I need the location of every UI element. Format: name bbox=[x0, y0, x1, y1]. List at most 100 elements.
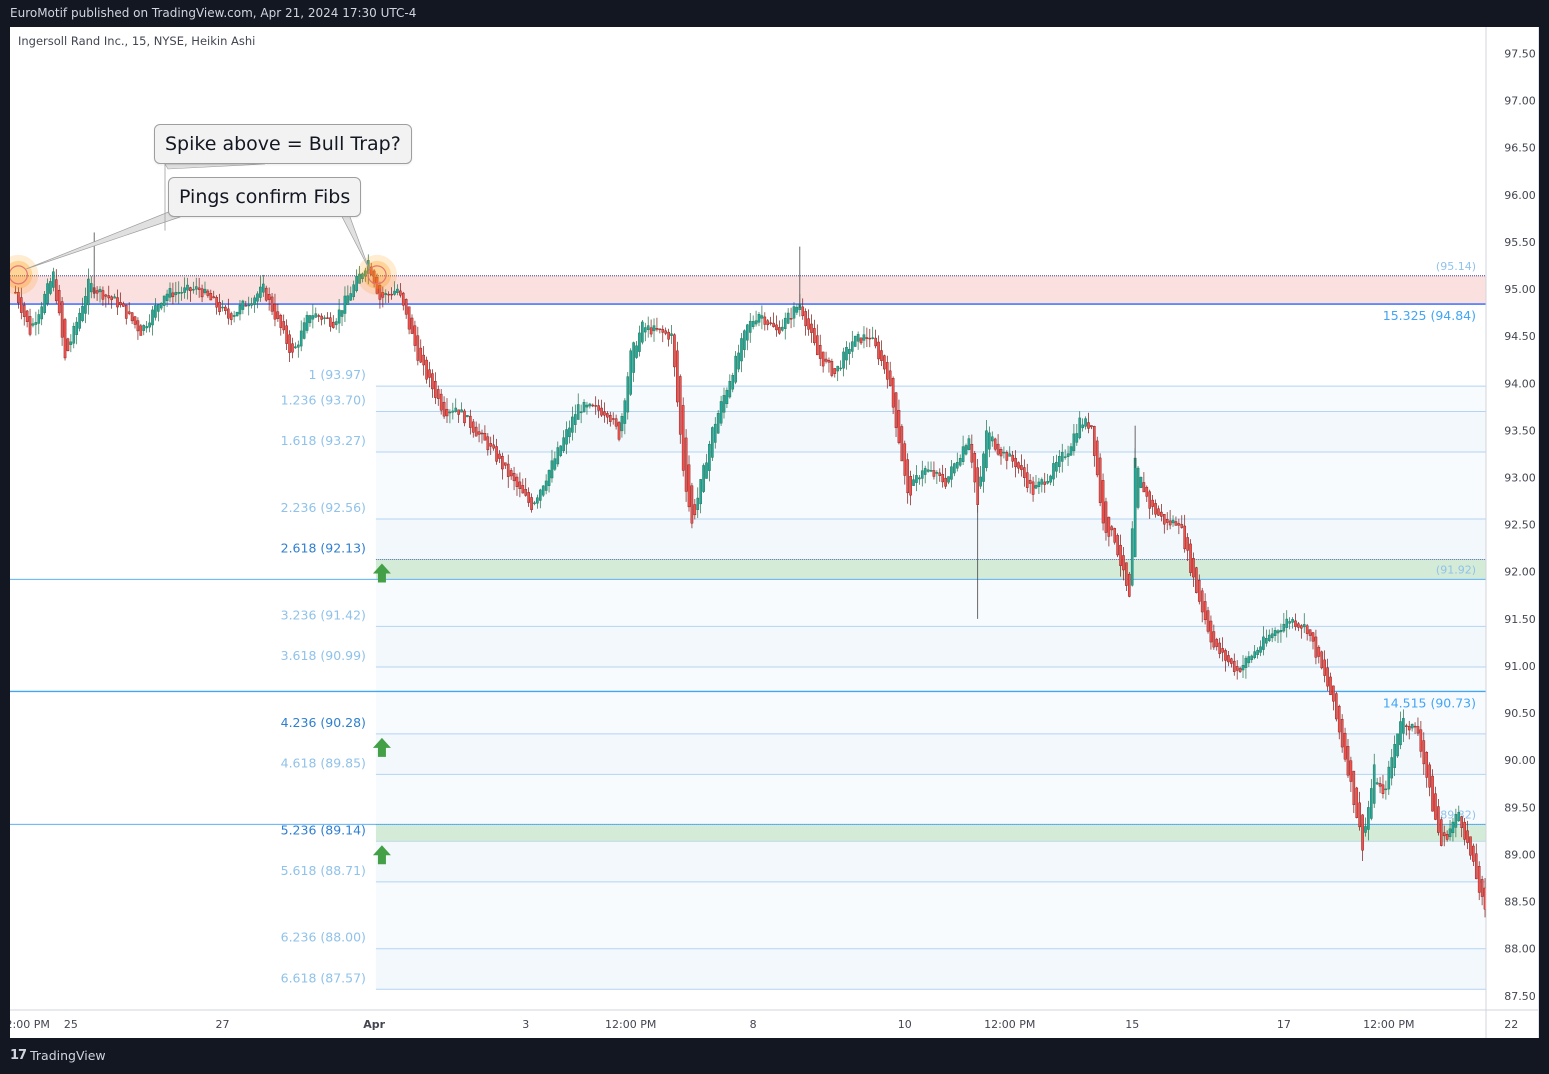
candle-body bbox=[261, 283, 265, 293]
candle-body bbox=[340, 310, 344, 317]
candle-body bbox=[419, 347, 423, 363]
candle-body bbox=[953, 463, 956, 474]
candle-body bbox=[110, 296, 113, 300]
candle-body bbox=[530, 497, 533, 510]
candle-body bbox=[1235, 666, 1239, 671]
candle-body bbox=[1136, 467, 1140, 508]
candle-body bbox=[305, 315, 309, 331]
candle-body bbox=[1291, 619, 1294, 623]
fib-label: 3.236 (91.42) bbox=[281, 607, 366, 622]
candle-body bbox=[775, 324, 778, 331]
candle-body bbox=[1224, 650, 1227, 661]
tradingview-logo-icon: 17 bbox=[10, 1048, 27, 1063]
candle-body bbox=[885, 362, 889, 380]
candle-body bbox=[512, 472, 516, 482]
candle-body bbox=[1399, 721, 1402, 746]
candle-body bbox=[52, 271, 55, 288]
candle-body bbox=[133, 316, 137, 325]
candle-body bbox=[585, 404, 589, 408]
callout-pings-confirm-text: Pings confirm Fibs bbox=[179, 186, 351, 208]
candle-body bbox=[34, 322, 38, 325]
time-tick-label: 22 bbox=[1504, 1018, 1518, 1031]
candle-body bbox=[1472, 845, 1475, 862]
candle-body bbox=[343, 295, 347, 314]
candle-body bbox=[1139, 476, 1143, 488]
candle-body bbox=[1197, 580, 1201, 602]
candle-body bbox=[1285, 618, 1289, 628]
candle-body bbox=[996, 443, 1000, 455]
fib-label: 4.236 (90.28) bbox=[281, 715, 366, 730]
time-axis[interactable]: 12:00 PM 25 27 Apr 3 12:00 PM 8 10 12:00 PM 15 17 1… bbox=[10, 1009, 1538, 1031]
candle-body bbox=[1439, 819, 1443, 846]
candle-body bbox=[1454, 814, 1458, 828]
candle-body bbox=[760, 315, 764, 319]
candle-body bbox=[568, 427, 571, 438]
candle-body bbox=[1215, 639, 1219, 647]
price-axis[interactable]: 97.50 97.00 96.50 96.00 95.50 95.00 94.50 94.00… bbox=[1485, 27, 1538, 1038]
candle-body bbox=[865, 337, 869, 339]
candle-body bbox=[576, 404, 580, 420]
chart-canvas[interactable]: 1 (93.97) 1.236 (93.70) 1.618 (93.27) 2.236… bbox=[10, 27, 1538, 1038]
candle-body bbox=[985, 430, 988, 468]
fib-band bbox=[375, 626, 1486, 667]
candle-body bbox=[151, 309, 154, 326]
candle-body bbox=[1087, 422, 1090, 429]
candle-body bbox=[1095, 440, 1099, 476]
candle-body bbox=[483, 433, 487, 441]
time-tick-label: 17 bbox=[1277, 1018, 1291, 1031]
candle-body bbox=[445, 408, 449, 417]
callout-bull-trap[interactable]: Spike above = Bull Trap? bbox=[154, 124, 412, 164]
candle-body bbox=[1075, 433, 1079, 443]
candle-body bbox=[725, 389, 729, 405]
candle-body bbox=[1442, 832, 1446, 837]
candle-body bbox=[923, 468, 927, 475]
candle-body bbox=[848, 348, 851, 354]
candle-body bbox=[346, 295, 350, 305]
candle-body bbox=[1125, 562, 1128, 586]
time-tick-label: 12:00 PM bbox=[10, 1018, 50, 1031]
candle-body bbox=[457, 409, 460, 415]
candle-body bbox=[130, 312, 134, 322]
candle-body bbox=[299, 330, 303, 347]
candle-body bbox=[713, 423, 717, 443]
candle-body bbox=[19, 297, 23, 313]
candle-body bbox=[1457, 812, 1461, 822]
price-tick-label: 92.00 bbox=[1504, 566, 1536, 579]
candle-body bbox=[1171, 519, 1175, 524]
fib-label: 5.618 (88.71) bbox=[281, 863, 366, 878]
callout-pings-confirm[interactable]: Pings confirm Fibs bbox=[168, 177, 362, 217]
price-tick-label: 93.50 bbox=[1504, 424, 1536, 437]
time-tick-label: 12:00 PM bbox=[605, 1018, 656, 1031]
support-zone bbox=[375, 559, 1486, 580]
price-tick-label: 91.50 bbox=[1504, 613, 1536, 626]
candle-body bbox=[72, 326, 76, 344]
candle-body bbox=[1451, 821, 1455, 834]
candle-body bbox=[836, 365, 840, 372]
candle-body bbox=[1090, 425, 1093, 428]
arrow-up-icon bbox=[372, 845, 391, 865]
candle-body bbox=[361, 273, 364, 279]
candle-body bbox=[550, 460, 554, 479]
candle-body bbox=[474, 426, 478, 437]
candle-body bbox=[375, 277, 379, 294]
candle-body bbox=[801, 306, 805, 317]
candle-body bbox=[1477, 866, 1481, 893]
candle-body bbox=[1370, 788, 1373, 819]
candle-body bbox=[1340, 718, 1344, 748]
candle-body bbox=[355, 275, 358, 292]
candle-body bbox=[183, 287, 186, 293]
candle-body bbox=[1238, 668, 1242, 672]
candle-body bbox=[693, 504, 697, 516]
candle-body bbox=[772, 322, 775, 327]
tradingview-logo-text: TradingView bbox=[30, 1048, 106, 1063]
candle-body bbox=[501, 456, 504, 470]
candle-body bbox=[416, 335, 420, 361]
candle-body bbox=[1028, 479, 1032, 484]
tradingview-logo[interactable]: 17 TradingView bbox=[10, 1048, 106, 1063]
candle-body bbox=[673, 334, 676, 368]
price-tick-label: 89.50 bbox=[1504, 801, 1536, 814]
candle-body bbox=[215, 297, 218, 308]
candle-body bbox=[247, 304, 251, 307]
candle-body bbox=[606, 413, 609, 418]
chart-pane[interactable]: 1 (93.97) 1.236 (93.70) 1.618 (93.27) 2.236… bbox=[10, 27, 1539, 1038]
